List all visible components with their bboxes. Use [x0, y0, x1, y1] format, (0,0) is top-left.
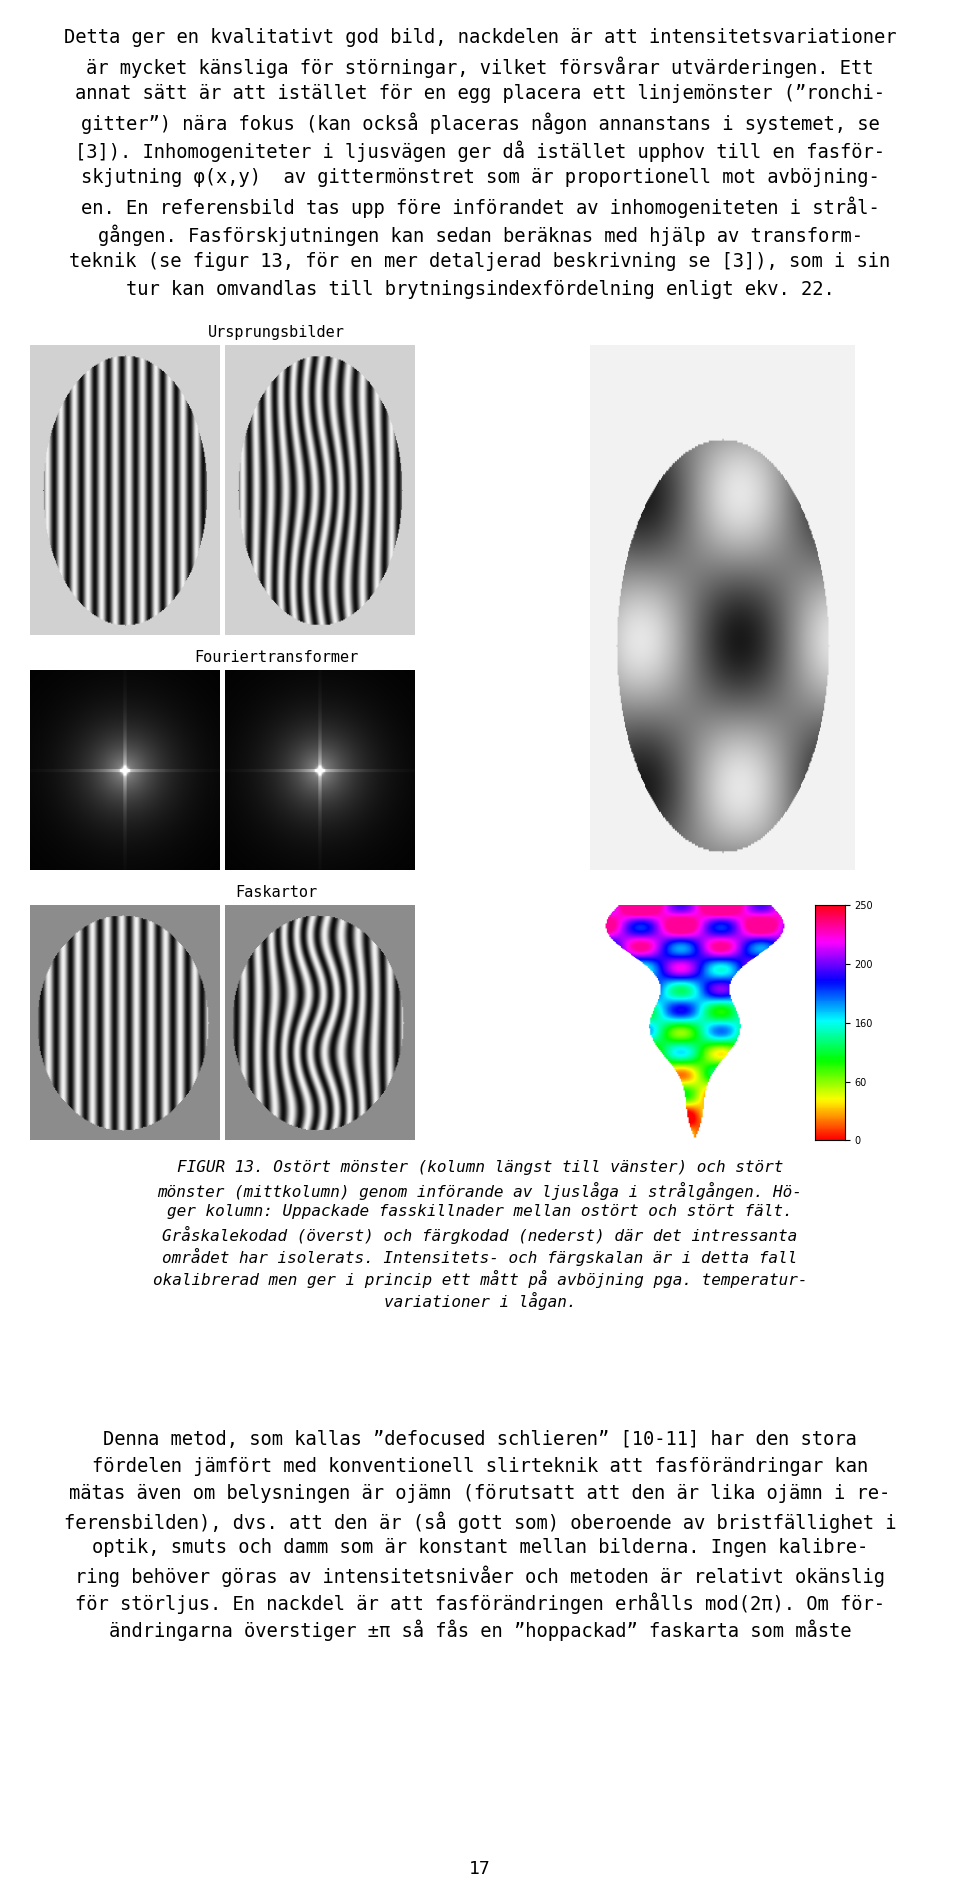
Text: 17: 17: [469, 1860, 491, 1877]
Text: fördelen jämfört med konventionell slirteknik att fasförändringar kan: fördelen jämfört med konventionell slirt…: [92, 1457, 868, 1476]
Text: Fouriertransformer: Fouriertransformer: [195, 650, 359, 665]
Text: Ursprungsbilder: Ursprungsbilder: [208, 324, 345, 339]
Text: FIGUR 13. Ostört mönster (kolumn längst till vänster) och stört: FIGUR 13. Ostört mönster (kolumn längst …: [177, 1159, 783, 1174]
Text: Faskartor: Faskartor: [235, 884, 318, 899]
Text: [3]). Inhomogeniteter i ljusvägen ger då istället upphov till en fasför-: [3]). Inhomogeniteter i ljusvägen ger då…: [75, 139, 885, 162]
Text: en. En referensbild tas upp före införandet av inhomogeniteten i strål-: en. En referensbild tas upp före införan…: [81, 196, 879, 217]
Text: annat sätt är att istället för en egg placera ett linjemönster (”ronchi-: annat sätt är att istället för en egg pl…: [75, 85, 885, 104]
Text: optik, smuts och damm som är konstant mellan bilderna. Ingen kalibre-: optik, smuts och damm som är konstant me…: [92, 1538, 868, 1557]
Text: är mycket känsliga för störningar, vilket försvårar utvärderingen. Ett: är mycket känsliga för störningar, vilke…: [86, 57, 874, 77]
Text: mönster (mittkolumn) genom införande av ljuslåga i strålgången. Hö-: mönster (mittkolumn) genom införande av …: [157, 1182, 803, 1201]
Text: ferensbilden), dvs. att den är (så gott som) oberoende av bristfällighet i: ferensbilden), dvs. att den är (så gott …: [63, 1512, 897, 1533]
Text: Denna metod, som kallas ”defocused schlieren” [10-11] har den stora: Denna metod, som kallas ”defocused schli…: [103, 1431, 857, 1450]
Text: mätas även om belysningen är ojämn (förutsatt att den är lika ojämn i re-: mätas även om belysningen är ojämn (föru…: [69, 1483, 891, 1502]
Text: Gråskalekodad (överst) och färgkodad (nederst) där det intressanta: Gråskalekodad (överst) och färgkodad (ne…: [162, 1225, 798, 1244]
Text: Detta ger en kvalitativt god bild, nackdelen är att intensitetsvariationer: Detta ger en kvalitativt god bild, nackd…: [63, 28, 897, 47]
Text: för störljus. En nackdel är att fasförändringen erhålls mod(2π). Om för-: för störljus. En nackdel är att fasförän…: [75, 1593, 885, 1614]
Text: gången. Fasförskjutningen kan sedan beräknas med hjälp av transform-: gången. Fasförskjutningen kan sedan berä…: [98, 224, 862, 245]
Text: ändringarna överstiger ±π så fås en ”hoppackad” faskarta som måste: ändringarna överstiger ±π så fås en ”hop…: [108, 1619, 852, 1640]
Text: skjutning φ(x,y)  av gittermönstret som är proportionell mot avböjning-: skjutning φ(x,y) av gittermönstret som ä…: [81, 168, 879, 187]
Text: tur kan omvandlas till brytningsindexfördelning enligt ekv. 22.: tur kan omvandlas till brytningsindexför…: [126, 281, 834, 300]
Text: området har isolerats. Intensitets- och färgskalan är i detta fall: området har isolerats. Intensitets- och …: [162, 1248, 798, 1267]
Text: gitter”) nära fokus (kan också placeras någon annanstans i systemet, se: gitter”) nära fokus (kan också placeras …: [81, 111, 879, 134]
Text: variationer i lågan.: variationer i lågan.: [384, 1291, 576, 1310]
Text: ring behöver göras av intensitetsnivåer och metoden är relativt okänslig: ring behöver göras av intensitetsnivåer …: [75, 1565, 885, 1587]
Text: ger kolumn: Uppackade fasskillnader mellan ostört och stört fält.: ger kolumn: Uppackade fasskillnader mell…: [167, 1205, 793, 1220]
Text: okalibrerad men ger i princip ett mått på avböjning pga. temperatur-: okalibrerad men ger i princip ett mått p…: [153, 1270, 807, 1287]
Text: teknik (se figur 13, för en mer detaljerad beskrivning se [3]), som i sin: teknik (se figur 13, för en mer detaljer…: [69, 253, 891, 271]
